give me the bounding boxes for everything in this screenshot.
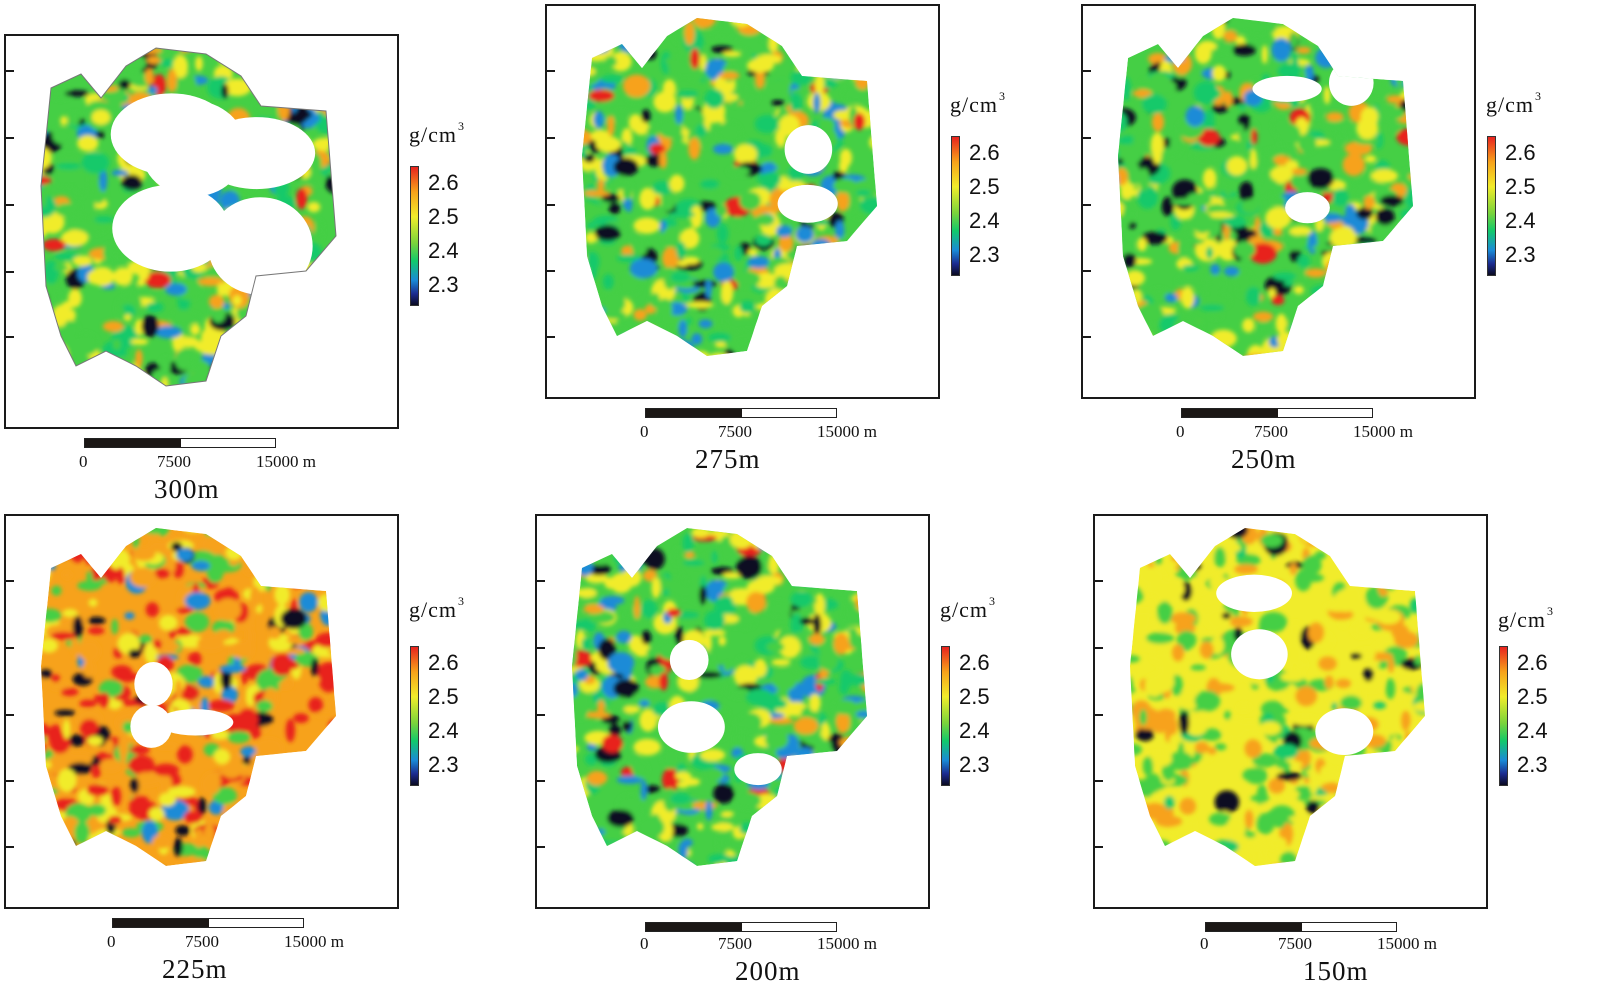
- scale-label: 7500: [185, 932, 219, 951]
- map-panel-250m: g/cm3 2.6 2.5 2.4 2.3 0 7500 15000 m 250…: [1081, 4, 1600, 484]
- density-field: [582, 18, 877, 356]
- panel-title: 150m: [1303, 956, 1369, 986]
- colorbar-tick: 2.5: [428, 684, 459, 709]
- scale-bar: [645, 408, 837, 418]
- density-field: [572, 528, 867, 866]
- map-frame: [535, 514, 930, 909]
- map-frame: [1081, 4, 1476, 399]
- colorbar-tick: 2.6: [428, 650, 459, 675]
- scale-bar: [84, 438, 276, 448]
- scale-label: 0: [79, 452, 88, 471]
- map-panel-150m: g/cm3 2.6 2.5 2.4 2.3 0 7500 15000 m 150…: [1093, 514, 1600, 994]
- colorbar-tick: 2.3: [1517, 752, 1548, 777]
- density-map: [572, 528, 867, 866]
- colorbar-tick: 2.5: [428, 204, 459, 229]
- density-field: [1130, 528, 1425, 866]
- scale-label: 7500: [718, 934, 752, 953]
- map-frame: [545, 4, 940, 399]
- colorbar-tick: 2.3: [428, 272, 459, 297]
- colorbar-tick: 2.3: [969, 242, 1000, 267]
- scale-label: 15000 m: [1377, 934, 1437, 953]
- map-frame: [4, 34, 399, 429]
- density-field: [41, 528, 336, 866]
- scale-label: 15000 m: [284, 932, 344, 951]
- colorbar-tick: 2.6: [959, 650, 990, 675]
- map-panel-225m: g/cm3 2.6 2.5 2.4 2.3 0 7500 15000 m 225…: [4, 514, 524, 994]
- colorbar: [410, 166, 419, 306]
- colorbar: [410, 646, 419, 786]
- colorbar-tick: 2.4: [428, 238, 459, 263]
- panel-title: 225m: [162, 954, 228, 984]
- density-map: [1118, 18, 1413, 356]
- map-panel-200m: g/cm3 2.6 2.5 2.4 2.3 0 7500 15000 m 200…: [535, 514, 1055, 994]
- density-map: [40, 47, 337, 387]
- colorbar-tick: 2.5: [1517, 684, 1548, 709]
- colorbar-tick: 2.4: [1517, 718, 1548, 743]
- colorbar-tick: 2.3: [1505, 242, 1536, 267]
- colorbar-tick: 2.6: [1505, 140, 1536, 165]
- colorbar: [951, 136, 960, 276]
- panel-title: 250m: [1231, 444, 1297, 474]
- map-panel-275m: g/cm3 2.6 2.5 2.4 2.3 0 7500 15000 m 275…: [545, 4, 1065, 484]
- colorbar-unit: g/cm3: [409, 119, 465, 147]
- colorbar: [1499, 646, 1508, 786]
- scale-label: 15000 m: [817, 422, 877, 441]
- colorbar-unit: g/cm3: [1486, 89, 1542, 117]
- colorbar-tick: 2.6: [969, 140, 1000, 165]
- colorbar-tick: 2.5: [959, 684, 990, 709]
- map-panel-300m: g/cm3 2.6 2.5 2.4 2.3 0 7500 15000 m 300…: [4, 34, 524, 514]
- scale-label: 7500: [157, 452, 191, 471]
- colorbar-tick: 2.5: [1505, 174, 1536, 199]
- survey-outline: [40, 47, 337, 387]
- scale-label: 7500: [1254, 422, 1288, 441]
- scale-label: 15000 m: [817, 934, 877, 953]
- colorbar-tick: 2.4: [959, 718, 990, 743]
- density-map: [1130, 528, 1425, 866]
- scale-label: 7500: [1278, 934, 1312, 953]
- colorbar-unit: g/cm3: [950, 89, 1006, 117]
- scale-label: 0: [640, 422, 649, 441]
- colorbar-tick: 2.4: [969, 208, 1000, 233]
- map-frame: [1093, 514, 1488, 909]
- scale-label: 15000 m: [256, 452, 316, 471]
- density-map: [41, 528, 336, 866]
- colorbar-tick: 2.6: [1517, 650, 1548, 675]
- colorbar-unit: g/cm3: [409, 594, 465, 622]
- colorbar: [1487, 136, 1496, 276]
- scale-bar: [1181, 408, 1373, 418]
- panel-title: 200m: [735, 956, 801, 986]
- colorbar-tick: 2.4: [1505, 208, 1536, 233]
- scale-label: 0: [107, 932, 116, 951]
- panel-title: 275m: [695, 444, 761, 474]
- scale-label: 0: [640, 934, 649, 953]
- density-field: [41, 48, 336, 386]
- scale-label: 0: [1200, 934, 1209, 953]
- density-field: [1118, 18, 1413, 356]
- colorbar-unit: g/cm3: [1498, 604, 1554, 632]
- density-map: [582, 18, 877, 356]
- map-frame: [4, 514, 399, 909]
- colorbar-tick: 2.3: [428, 752, 459, 777]
- panel-title: 300m: [154, 474, 220, 504]
- colorbar-tick: 2.3: [959, 752, 990, 777]
- colorbar-tick: 2.4: [428, 718, 459, 743]
- colorbar-tick: 2.6: [428, 170, 459, 195]
- scale-bar: [645, 922, 837, 932]
- scale-bar: [1205, 922, 1397, 932]
- colorbar-unit: g/cm3: [940, 594, 996, 622]
- scale-label: 0: [1176, 422, 1185, 441]
- scale-label: 7500: [718, 422, 752, 441]
- colorbar-tick: 2.5: [969, 174, 1000, 199]
- scale-bar: [112, 918, 304, 928]
- scale-label: 15000 m: [1353, 422, 1413, 441]
- colorbar: [941, 646, 950, 786]
